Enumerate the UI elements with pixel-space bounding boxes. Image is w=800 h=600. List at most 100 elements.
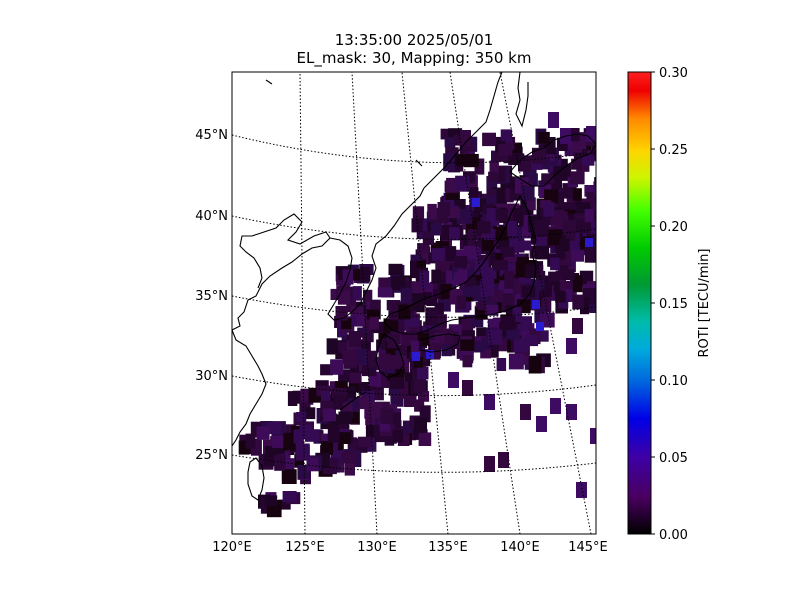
roti-cell: [344, 349, 358, 368]
roti-cell: [590, 428, 596, 444]
roti-cell: [431, 248, 446, 261]
lon-label-145e: 145°E: [568, 540, 608, 555]
roti-cell: [250, 421, 262, 438]
roti-cell: [366, 309, 381, 320]
roti-cell-elevated: [532, 300, 540, 309]
roti-cell: [416, 366, 429, 380]
roti-cell: [500, 246, 515, 257]
roti-cell: [448, 207, 461, 219]
colorbar-label: ROTI [TECU/min]: [697, 249, 712, 358]
roti-cell: [548, 112, 559, 128]
roti-cell: [410, 340, 422, 359]
roti-cell: [482, 239, 494, 251]
roti-cell: [264, 495, 278, 506]
roti-cell: [296, 412, 307, 423]
roti-cell: [435, 260, 449, 272]
roti-cell: [559, 238, 570, 251]
colorbar-tick-label: 0.05: [659, 451, 688, 466]
roti-cell: [525, 264, 539, 279]
roti-cell: [440, 128, 453, 140]
roti-cell: [414, 417, 427, 433]
roti-cell: [440, 224, 454, 236]
roti-cell: [338, 341, 353, 354]
roti-cell: [271, 435, 284, 448]
roti-cell: [344, 462, 355, 476]
roti-cell: [541, 298, 552, 313]
roti-cell: [378, 277, 390, 294]
roti-cell: [573, 149, 588, 161]
roti-cell: [283, 458, 295, 476]
roti-cell: [340, 318, 352, 330]
roti-cell: [480, 278, 495, 297]
roti-cell: [426, 318, 438, 334]
roti-cell: [572, 188, 582, 201]
roti-cell: [377, 287, 393, 298]
roti-cell: [461, 316, 474, 331]
roti-cell: [392, 429, 403, 443]
roti-cell: [425, 307, 439, 325]
coast-ryukyu: [339, 391, 367, 411]
roti-cell: [265, 446, 278, 457]
roti-cell: [460, 339, 475, 351]
roti-cell: [436, 314, 447, 328]
roti-cell: [267, 421, 281, 435]
roti-cell: [388, 263, 403, 276]
colorbar-tick-label: 0.00: [659, 528, 688, 543]
roti-cell: [335, 306, 348, 321]
lon-label-140e: 140°E: [500, 540, 540, 555]
parallel-30n: [232, 375, 596, 397]
coast-islands: [265, 79, 423, 167]
roti-cell: [453, 134, 466, 146]
roti-cell: [445, 189, 460, 200]
roti-cell: [370, 299, 381, 310]
roti-cell: [493, 260, 508, 271]
meridian-140e: [449, 72, 521, 534]
roti-cell: [496, 358, 507, 371]
colorbar-gradient: [627, 71, 652, 535]
roti-cell: [388, 355, 403, 369]
roti-cell: [353, 269, 363, 281]
roti-cell-elevated: [536, 322, 544, 331]
roti-cell: [379, 420, 391, 432]
roti-cell: [431, 269, 441, 284]
lat-label-40n: 40°N: [195, 209, 228, 224]
roti-cell: [348, 375, 360, 393]
roti-cell: [330, 359, 344, 375]
roti-cell: [495, 166, 506, 182]
roti-cell: [498, 143, 513, 156]
roti-cell: [327, 425, 340, 443]
roti-cell: [299, 424, 313, 440]
roti-cell: [418, 432, 432, 446]
roti-cell: [389, 412, 401, 429]
roti-cell: [463, 245, 479, 259]
roti-cell: [418, 391, 430, 402]
roti-cell: [526, 299, 537, 310]
roti-cell: [418, 246, 431, 265]
roti-cell: [369, 316, 379, 330]
colorbar-tick-label: 0.30: [659, 66, 688, 81]
coast-hokkaido: [509, 133, 596, 187]
coast-china-south: [232, 329, 267, 447]
roti-cell: [282, 491, 297, 503]
roti-cell: [454, 199, 466, 213]
roti-cell: [406, 316, 420, 327]
roti-cell: [506, 328, 520, 340]
roti-cell: [448, 212, 460, 229]
roti-cell: [550, 257, 560, 271]
roti-cell: [586, 192, 596, 204]
roti-cell: [500, 315, 516, 330]
roti-cell: [283, 433, 297, 451]
roti-cell: [487, 329, 503, 345]
roti-cell: [508, 353, 524, 370]
roti-cell: [581, 155, 595, 166]
lon-label-120e: 120°E: [212, 540, 252, 555]
roti-cell: [525, 334, 538, 347]
roti-cell: [460, 130, 471, 146]
roti-cell: [274, 454, 286, 471]
roti-cell: [462, 380, 473, 396]
roti-cell: [406, 281, 416, 293]
roti-cell: [414, 399, 425, 412]
roti-cell: [361, 339, 371, 354]
roti-cell: [459, 349, 474, 361]
roti-cell: [444, 137, 455, 148]
